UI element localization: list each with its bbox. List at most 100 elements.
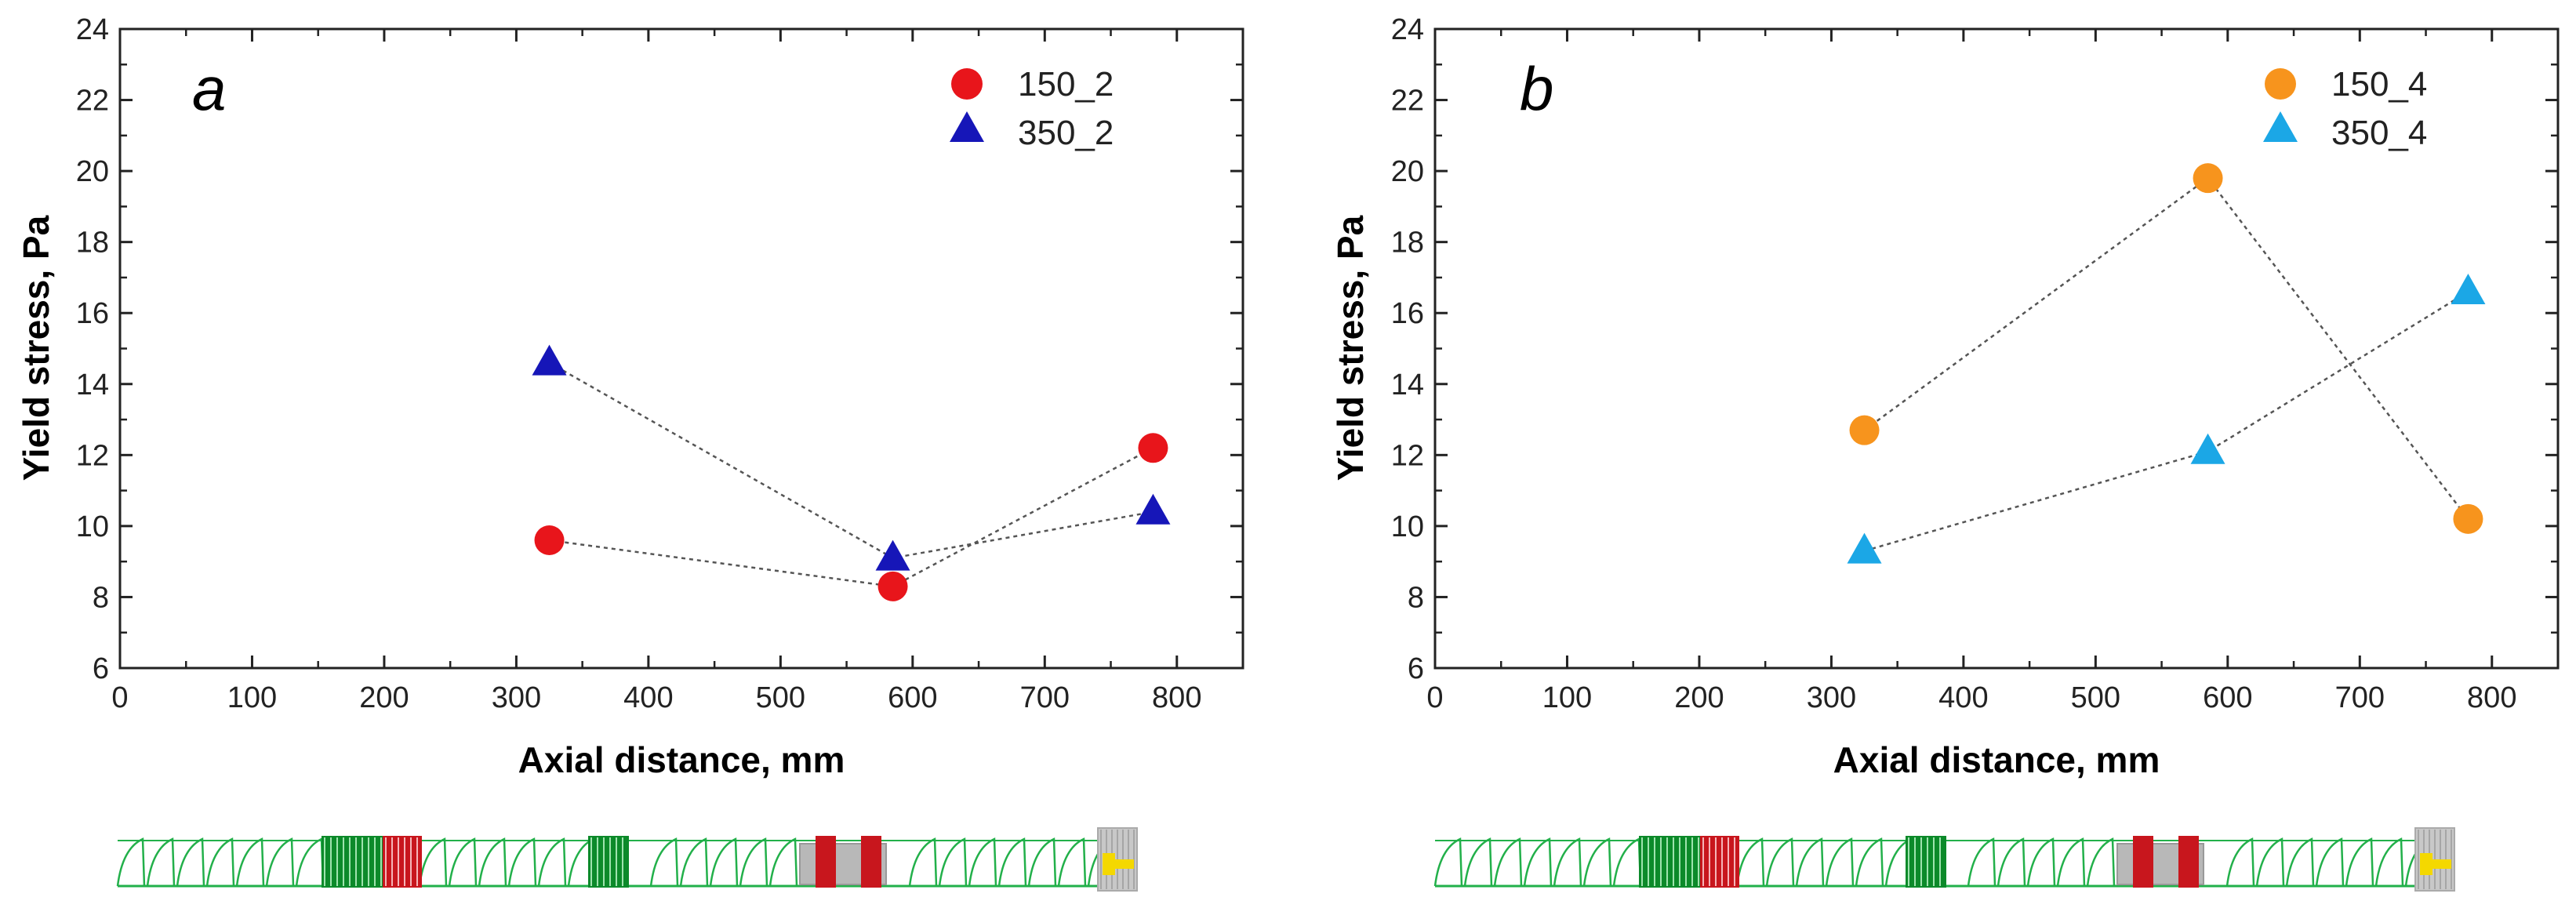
screw-flight	[2255, 837, 2285, 887]
y-tick-label-a: 6	[93, 652, 109, 685]
lines-b	[1863, 176, 2469, 552]
point-150_2	[1138, 433, 1168, 463]
screw-flight	[507, 837, 537, 887]
die-nozzle-tip	[2432, 859, 2451, 869]
screw-flight	[205, 837, 235, 887]
y-tick-label-a: 22	[76, 85, 109, 118]
reverse-kneading-block	[383, 836, 422, 888]
y-tick-label-b: 12	[1391, 439, 1424, 472]
mixing-element	[861, 836, 881, 888]
screw-flight	[1967, 837, 1996, 887]
x-axis-title-b: Axial distance, mm	[1833, 739, 2160, 780]
screw-flight	[1795, 837, 1825, 887]
x-tick-label-b: 600	[2203, 681, 2252, 714]
die-nozzle-tip	[1115, 859, 1134, 869]
x-tick-label-b: 400	[1938, 681, 1988, 714]
point-350_2	[532, 344, 567, 376]
screw-flight	[116, 837, 146, 887]
panel-label-a: a	[192, 54, 226, 123]
y-axis-title-a: Yield stress, Pa	[16, 215, 56, 481]
screw-flight	[649, 837, 679, 887]
screw-flight	[2225, 837, 2255, 887]
screw-flight	[1855, 837, 1884, 887]
screw-flight	[2086, 837, 2116, 887]
legend-marker-350_4	[2263, 111, 2298, 142]
panel-b: 0 100 200 300 400 500 600 700 800 6 8 10 12 14 16 18 20 2…	[1330, 13, 2560, 780]
mixing-element	[2133, 836, 2153, 888]
screw-flight	[997, 837, 1027, 887]
legend-a: 150_2 350_2	[950, 65, 1114, 152]
screw-flight	[1582, 837, 1612, 887]
x-tick-label-a: 600	[888, 681, 937, 714]
screw-flight	[908, 837, 938, 887]
markers-b	[1847, 163, 2486, 564]
screw-flight	[1553, 837, 1582, 887]
reverse-kneading-block	[1700, 836, 1739, 888]
point-150_4	[1849, 415, 1880, 445]
screw-flight	[176, 837, 205, 887]
screw-flight	[1735, 837, 1765, 887]
y-tick-label-b: 14	[1391, 369, 1424, 401]
series-line-150_4	[1863, 176, 2469, 520]
screw-diagram-b	[1433, 827, 2455, 892]
y-axis-title-b: Yield stress, Pa	[1330, 215, 1371, 481]
x-tick-label-a: 700	[1020, 681, 1070, 714]
screw-flight	[295, 837, 325, 887]
screw-flight	[2345, 837, 2374, 887]
screw-flight	[146, 837, 176, 887]
screw-flight	[1996, 837, 2026, 887]
screw-flight	[1765, 837, 1795, 887]
screw-flight	[265, 837, 295, 887]
point-150_4	[2193, 163, 2223, 194]
screw-flight	[1463, 837, 1493, 887]
legend-marker-150_2	[951, 68, 983, 100]
x-tick-label-a: 300	[492, 681, 541, 714]
screw-flight	[1057, 837, 1087, 887]
series-line-350_2	[548, 361, 1154, 559]
point-350_2	[875, 539, 910, 571]
ticks-a: 0 100 200 300 400 500 600 700 800 6 8 10 12 14 16 18 20 2…	[76, 13, 1244, 714]
series-line-150_2	[549, 447, 1154, 588]
x-tick-label-b: 0	[1426, 681, 1443, 714]
screw-diagram-a	[116, 827, 1138, 892]
point-150_4	[2453, 503, 2483, 534]
y-tick-label-a: 12	[76, 439, 109, 472]
screw-flight	[2285, 837, 2315, 887]
y-tick-label-a: 16	[76, 297, 109, 330]
point-350_4	[2190, 433, 2225, 464]
point-150_2	[877, 571, 908, 601]
y-tick-label-a: 14	[76, 369, 109, 401]
screw-flight	[679, 837, 709, 887]
y-tick-label-b: 10	[1391, 510, 1424, 543]
x-tick-label-a: 800	[1152, 681, 1201, 714]
y-tick-label-b: 24	[1391, 13, 1424, 46]
mixing-element	[816, 836, 836, 888]
screw-flight	[2056, 837, 2086, 887]
x-tick-label-b: 700	[2335, 681, 2385, 714]
screw-flight	[938, 837, 968, 887]
legend-marker-150_4	[2265, 68, 2296, 100]
point-150_2	[534, 525, 565, 555]
die-nozzle	[1103, 853, 1115, 875]
ticks-b: 0 100 200 300 400 500 600 700 800 6 8 10 12 14 16 18 20 2…	[1391, 13, 2560, 714]
screw-flight	[478, 837, 507, 887]
screw-flight	[2315, 837, 2345, 887]
point-350_4	[2451, 274, 2486, 305]
point-350_2	[1135, 493, 1171, 525]
screw-flight	[448, 837, 478, 887]
x-tick-label-b: 100	[1542, 681, 1592, 714]
x-tick-label-a: 400	[623, 681, 673, 714]
point-350_4	[1847, 532, 1882, 564]
screw-flight	[418, 837, 448, 887]
screw-flight	[1027, 837, 1057, 887]
x-tick-label-a: 100	[227, 681, 277, 714]
series-line-350_4	[1864, 290, 2469, 552]
screw-flight	[1523, 837, 1553, 887]
screw-flight	[1612, 837, 1642, 887]
legend-b: 150_4 350_4	[2263, 65, 2427, 152]
y-tick-label-b: 8	[1408, 581, 1424, 614]
markers-a	[532, 344, 1171, 601]
x-tick-label-a: 200	[359, 681, 409, 714]
y-tick-label-a: 10	[76, 510, 109, 543]
x-tick-label-b: 300	[1807, 681, 1856, 714]
